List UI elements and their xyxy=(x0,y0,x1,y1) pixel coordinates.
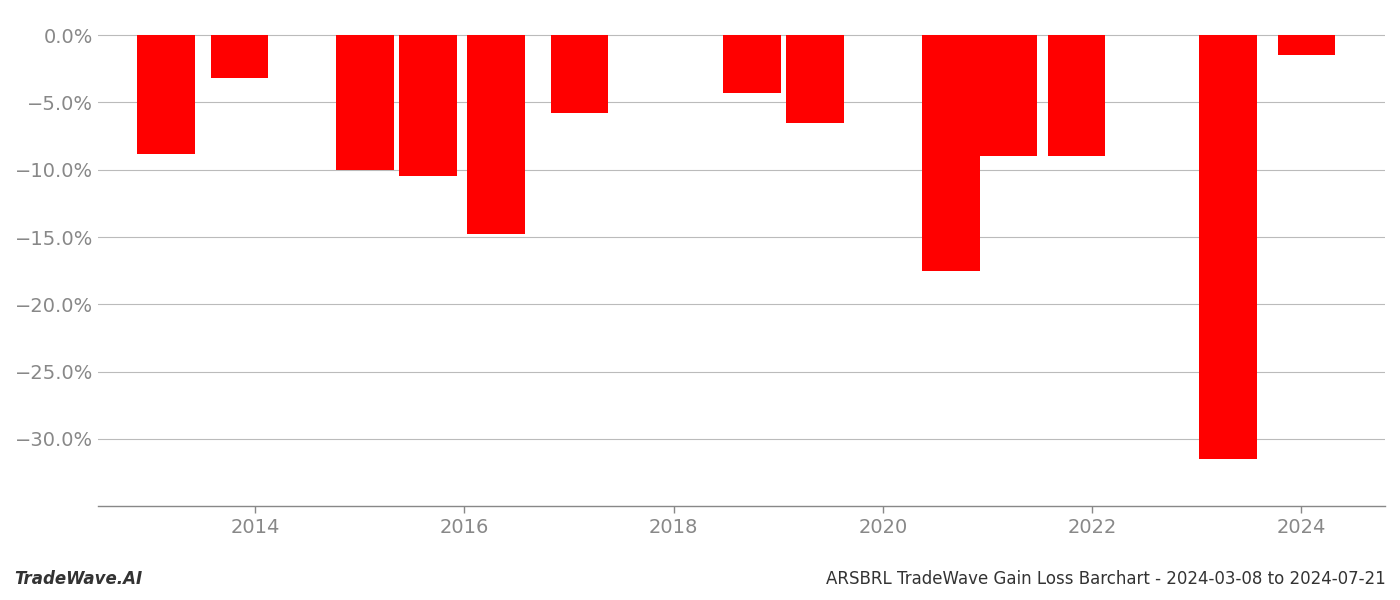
Bar xyxy=(468,35,525,235)
Bar xyxy=(785,35,844,122)
Bar xyxy=(137,35,195,154)
Text: ARSBRL TradeWave Gain Loss Barchart - 2024-03-08 to 2024-07-21: ARSBRL TradeWave Gain Loss Barchart - 20… xyxy=(826,570,1386,588)
Bar xyxy=(923,35,980,271)
Bar xyxy=(1047,35,1105,157)
Bar xyxy=(210,35,269,78)
Bar xyxy=(399,35,456,176)
Bar xyxy=(1278,35,1336,55)
Bar xyxy=(550,35,608,113)
Text: TradeWave.AI: TradeWave.AI xyxy=(14,570,143,588)
Bar xyxy=(724,35,781,93)
Bar xyxy=(336,35,393,170)
Bar xyxy=(1200,35,1257,459)
Bar xyxy=(980,35,1037,157)
